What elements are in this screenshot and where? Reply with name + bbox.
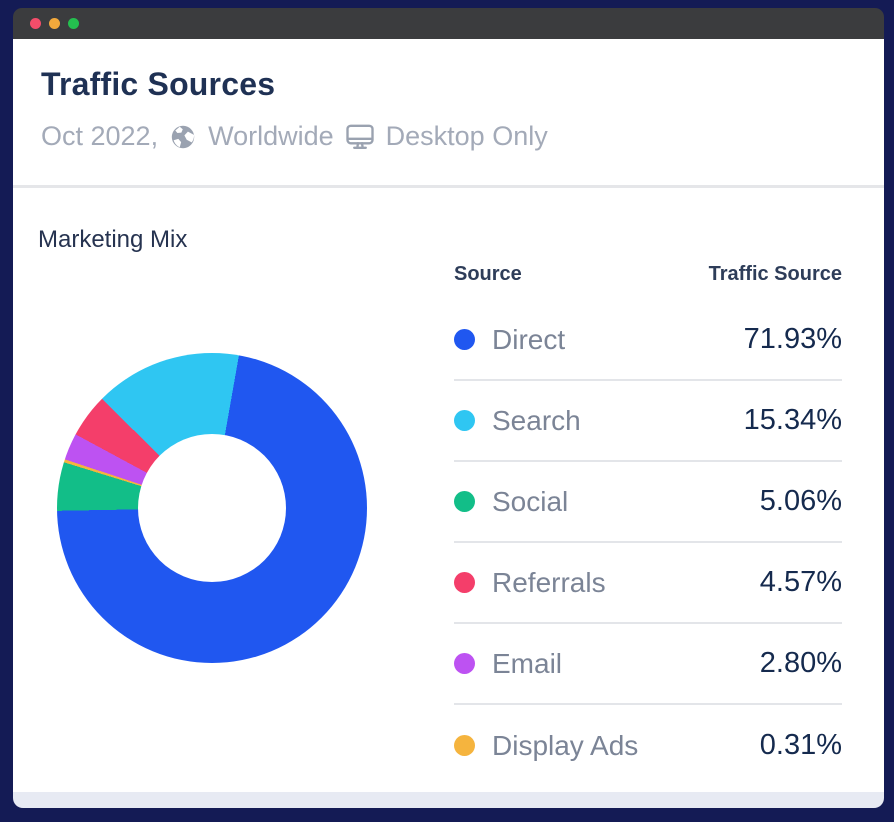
maximize-button[interactable] bbox=[68, 18, 79, 29]
legend-row: Social 5.06% bbox=[454, 462, 842, 543]
legend-dot bbox=[454, 735, 475, 756]
legend-label: Referrals bbox=[492, 566, 606, 598]
traffic-source-column-header: Traffic Source bbox=[708, 263, 842, 285]
legend-row: Search 15.34% bbox=[454, 381, 842, 462]
globe-icon bbox=[169, 123, 197, 151]
legend-value: 71.93% bbox=[743, 323, 842, 355]
legend-dot bbox=[454, 491, 475, 512]
legend-value: 5.06% bbox=[759, 485, 842, 517]
legend-label: Direct bbox=[492, 323, 566, 355]
app-window: Traffic Sources Oct 2022, Worldwide bbox=[13, 8, 884, 808]
minimize-button[interactable] bbox=[49, 18, 60, 29]
desktop-icon bbox=[345, 123, 375, 151]
legend-rows: Direct 71.93% Search 15.34% Social 5.06%… bbox=[454, 300, 842, 786]
legend-dot bbox=[454, 572, 475, 593]
region-label: Worldwide bbox=[208, 121, 334, 151]
legend-label: Search bbox=[492, 404, 581, 436]
page-title: Traffic Sources bbox=[41, 66, 276, 102]
legend-dot bbox=[454, 329, 475, 350]
legend-value: 15.34% bbox=[743, 404, 842, 436]
legend-row: Email 2.80% bbox=[454, 624, 842, 705]
donut-chart bbox=[57, 353, 367, 663]
traffic-sources-card: Traffic Sources Oct 2022, Worldwide bbox=[13, 39, 884, 792]
header-divider bbox=[13, 185, 884, 188]
legend-value: 0.31% bbox=[759, 729, 842, 761]
device-label: Desktop Only bbox=[385, 121, 548, 151]
report-filters: Oct 2022, Worldwide Desktop Only bbox=[41, 121, 548, 152]
legend-table-header: Source Traffic Source bbox=[454, 263, 842, 300]
legend-value: 4.57% bbox=[759, 566, 842, 598]
source-column-header: Source bbox=[454, 263, 522, 285]
window-titlebar bbox=[13, 8, 884, 39]
legend-value: 2.80% bbox=[759, 647, 842, 679]
close-button[interactable] bbox=[30, 18, 41, 29]
legend-row: Direct 71.93% bbox=[454, 300, 842, 381]
legend-label: Social bbox=[492, 485, 569, 517]
legend-table: Source Traffic Source Direct 71.93% Sear… bbox=[454, 263, 842, 786]
legend-dot bbox=[454, 653, 475, 674]
card-stack-edge bbox=[13, 792, 884, 808]
legend-dot bbox=[454, 410, 475, 431]
date-range-label: Oct 2022, bbox=[41, 121, 159, 151]
section-title: Marketing Mix bbox=[38, 226, 188, 253]
legend-label: Email bbox=[492, 647, 563, 679]
legend-row: Display Ads 0.31% bbox=[454, 705, 842, 786]
legend-label: Display Ads bbox=[492, 729, 639, 761]
legend-row: Referrals 4.57% bbox=[454, 543, 842, 624]
donut-hole bbox=[138, 434, 286, 582]
